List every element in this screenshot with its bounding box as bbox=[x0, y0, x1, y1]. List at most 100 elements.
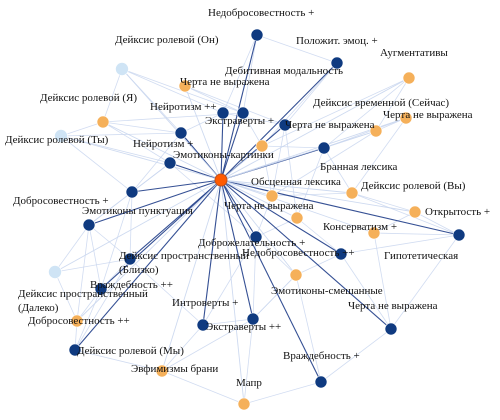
node-label-n29: Дейксис пространственный (Далеко) bbox=[18, 288, 148, 314]
edge-hub-n37 bbox=[220, 179, 322, 383]
node-label-n23: Консерватизм + bbox=[323, 221, 397, 233]
node-n10[interactable] bbox=[399, 111, 413, 125]
edge-hub-n26 bbox=[220, 179, 342, 255]
edge-hub-n3 bbox=[220, 62, 338, 181]
edge-n21-n26 bbox=[296, 217, 342, 255]
node-n11[interactable] bbox=[278, 118, 292, 132]
edge-n5-n12 bbox=[242, 112, 263, 147]
node-label-n32: Добросовестность ++ bbox=[28, 315, 130, 327]
edge-hub-n5 bbox=[220, 112, 244, 181]
edge-hub-n20 bbox=[88, 179, 222, 226]
node-n38[interactable] bbox=[237, 397, 251, 411]
edge-n24-n31 bbox=[129, 258, 204, 326]
node-n23[interactable] bbox=[452, 228, 466, 242]
edge-n22-n27 bbox=[373, 211, 416, 234]
edge-hub-n38 bbox=[220, 179, 245, 405]
edge-n18-n22 bbox=[351, 192, 416, 213]
edge-n27-n33 bbox=[373, 232, 392, 330]
edge-n28-n35 bbox=[74, 288, 102, 351]
node-n6[interactable] bbox=[178, 79, 192, 93]
node-n2[interactable] bbox=[115, 62, 129, 76]
edge-n1-n3 bbox=[256, 34, 338, 64]
node-label-n26: Недобросовестность ++ bbox=[242, 247, 355, 259]
node-n27[interactable] bbox=[367, 226, 381, 240]
faint-edges bbox=[54, 34, 460, 405]
edge-hub-n18 bbox=[220, 179, 353, 194]
node-n8[interactable] bbox=[216, 106, 230, 120]
edge-n10-n18 bbox=[351, 117, 407, 194]
node-label-n31: Интроверты + bbox=[172, 297, 238, 309]
node-n16[interactable] bbox=[317, 141, 331, 155]
edge-hub-n30 bbox=[220, 179, 297, 276]
node-n18[interactable] bbox=[345, 186, 359, 200]
edge-n20-n28 bbox=[88, 224, 102, 290]
edge-hub-n19 bbox=[131, 179, 222, 193]
edge-hub-n34 bbox=[220, 179, 254, 320]
edge-n17-n18 bbox=[271, 192, 353, 197]
node-n1[interactable] bbox=[250, 28, 264, 42]
node-label-n14: Нейротизм + bbox=[133, 138, 193, 150]
node-n20[interactable] bbox=[82, 218, 96, 232]
node-label-n13: Дейксис ролевой (Ты) bbox=[5, 134, 109, 146]
edge-n12-n17 bbox=[261, 145, 273, 197]
edge-n33-n23 bbox=[390, 234, 460, 330]
node-n13[interactable] bbox=[54, 129, 68, 143]
node-n4[interactable] bbox=[402, 71, 416, 85]
edge-n15-n25 bbox=[169, 162, 257, 238]
node-n7[interactable] bbox=[96, 115, 110, 129]
edge-hub-n21 bbox=[220, 179, 298, 219]
edge-n13-n14 bbox=[60, 132, 182, 137]
node-n24[interactable] bbox=[123, 252, 137, 266]
node-n37[interactable] bbox=[314, 375, 328, 389]
edge-n2-n8 bbox=[121, 68, 224, 114]
edge-hub-n7 bbox=[102, 121, 222, 181]
node-label-n34: Экстраверты ++ bbox=[206, 321, 281, 333]
node-n5[interactable] bbox=[236, 106, 250, 120]
node-label-n7: Дейксис ролевой (Я) bbox=[40, 92, 137, 104]
node-n31[interactable] bbox=[196, 318, 210, 332]
node-n34[interactable] bbox=[246, 312, 260, 326]
edge-n18-n23 bbox=[351, 192, 460, 236]
node-n33[interactable] bbox=[384, 322, 398, 336]
node-n26[interactable] bbox=[334, 247, 348, 261]
node-label-n9: Дейксис временной (Сейчас) bbox=[313, 97, 449, 109]
node-label-n30: Эмотиконы-смешанные bbox=[271, 285, 383, 297]
edge-n7-n13 bbox=[60, 121, 104, 137]
edge-n22-n23 bbox=[414, 211, 460, 236]
node-label-n1: Недобросовестность + bbox=[208, 7, 314, 19]
edge-n33-n37 bbox=[320, 328, 392, 383]
edge-n6-n5 bbox=[184, 85, 244, 114]
edge-hub-n28 bbox=[100, 179, 222, 290]
hub-node[interactable] bbox=[214, 173, 228, 187]
edge-n13-n19 bbox=[60, 135, 133, 193]
node-n15[interactable] bbox=[163, 156, 177, 170]
edge-hub-n6 bbox=[184, 85, 222, 181]
node-n35[interactable] bbox=[68, 343, 82, 357]
edge-n34-n38 bbox=[243, 318, 254, 405]
node-n30[interactable] bbox=[289, 268, 303, 282]
node-label-n22: Открытость + bbox=[425, 206, 490, 218]
edge-n20-n29 bbox=[54, 224, 90, 273]
node-n28[interactable] bbox=[94, 282, 108, 296]
node-n9[interactable] bbox=[369, 124, 383, 138]
node-n17[interactable] bbox=[265, 189, 279, 203]
edge-n31-n34 bbox=[202, 318, 254, 326]
node-n29[interactable] bbox=[48, 265, 62, 279]
node-n3[interactable] bbox=[330, 56, 344, 70]
edge-hub-n29 bbox=[54, 179, 222, 273]
node-n14[interactable] bbox=[174, 126, 188, 140]
node-n21[interactable] bbox=[290, 211, 304, 225]
node-label-n35: Дейксис ролевой (Мы) bbox=[77, 345, 184, 357]
edge-n26-n33 bbox=[340, 253, 392, 330]
node-n22[interactable] bbox=[408, 205, 422, 219]
edge-n29-n24 bbox=[54, 258, 131, 273]
node-label-n28: Враждебность ++ bbox=[90, 279, 173, 291]
node-label-n20: Эмотиконы пунктуация bbox=[82, 205, 193, 217]
node-n36[interactable] bbox=[155, 364, 169, 378]
node-n25[interactable] bbox=[249, 230, 263, 244]
edge-n26-n30 bbox=[295, 253, 342, 276]
node-n19[interactable] bbox=[125, 185, 139, 199]
node-n12[interactable] bbox=[255, 139, 269, 153]
node-n32[interactable] bbox=[70, 314, 84, 328]
